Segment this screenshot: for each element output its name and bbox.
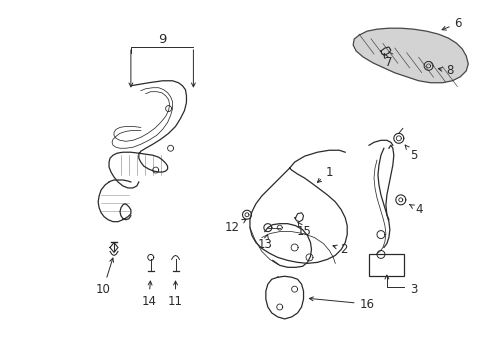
Polygon shape: [352, 28, 468, 83]
Text: 4: 4: [409, 203, 422, 216]
Text: 15: 15: [297, 222, 311, 238]
Text: 2: 2: [332, 243, 347, 256]
Text: 5: 5: [405, 145, 417, 162]
Text: 6: 6: [441, 17, 461, 30]
Text: 12: 12: [224, 219, 245, 234]
Bar: [368, 255, 403, 276]
Text: 9: 9: [158, 33, 166, 46]
Text: 3: 3: [409, 283, 417, 296]
Text: 7: 7: [384, 54, 392, 69]
Text: 13: 13: [257, 235, 272, 251]
Text: 1: 1: [317, 166, 332, 183]
Text: 14: 14: [141, 281, 156, 307]
Text: 11: 11: [168, 281, 183, 307]
Text: 16: 16: [309, 297, 374, 311]
Text: 8: 8: [437, 64, 453, 77]
Text: 10: 10: [96, 258, 113, 296]
